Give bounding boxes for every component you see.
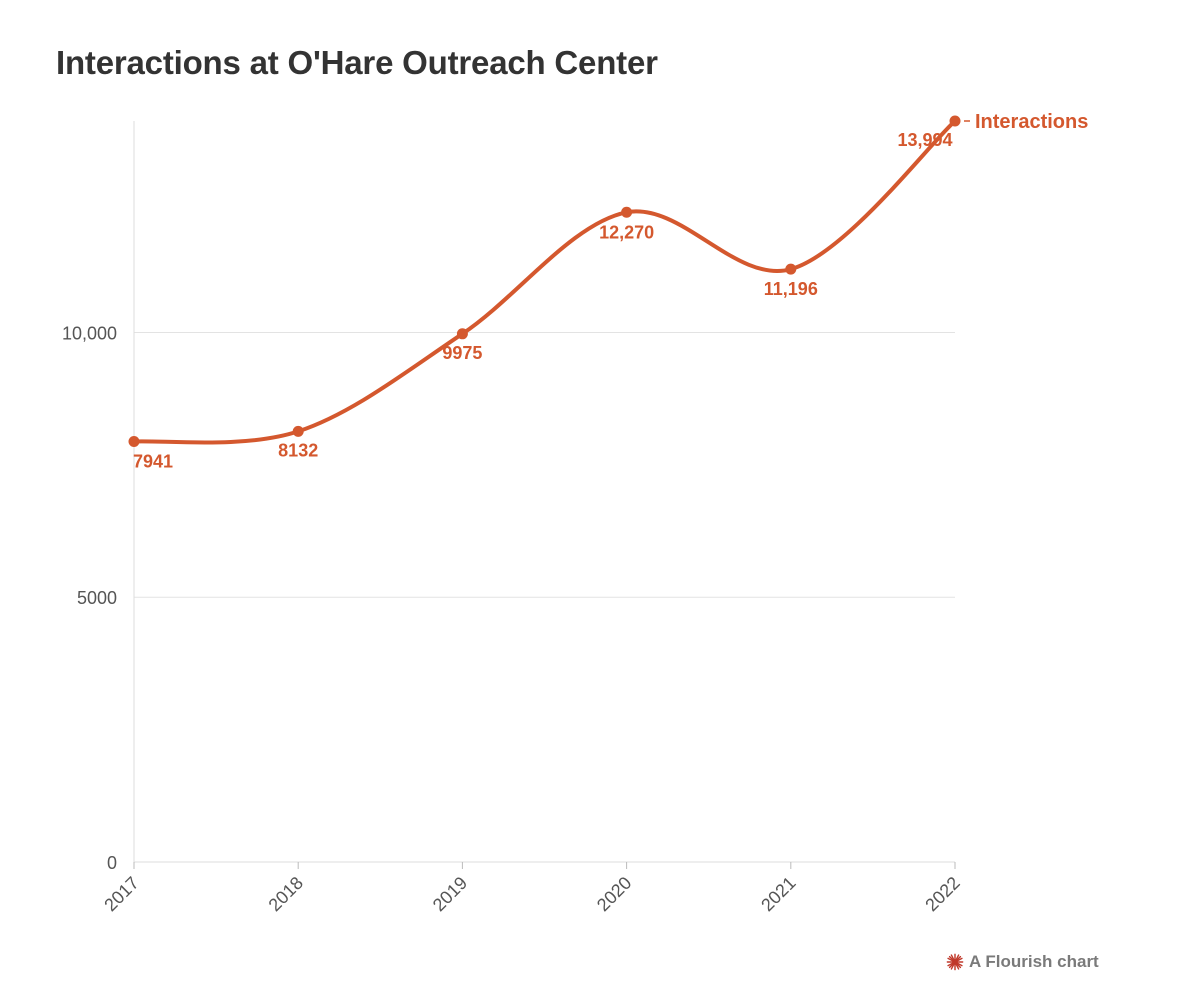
data-point — [128, 436, 140, 448]
data-labels: 7941 8132 9975 12,270 11,196 13,994 Interactio… — [133, 111, 1088, 472]
series-label-interactions: Interactions — [975, 111, 1088, 133]
data-point — [785, 263, 797, 275]
y-tick-label: 10,000 — [62, 323, 117, 343]
axes: 0 5000 10,000 2017 2018 2019 2020 2021 2022 — [62, 121, 964, 915]
series-line-interactions — [132, 119, 957, 445]
data-label: 13,994 — [897, 130, 952, 150]
x-tick-label: 2017 — [100, 873, 142, 915]
y-tick-label: 0 — [107, 853, 117, 873]
data-label: 11,196 — [764, 279, 818, 299]
chart-title: Interactions at O'Hare Outreach Center — [56, 44, 658, 81]
data-point — [949, 115, 961, 127]
x-tick-label: 2022 — [921, 873, 963, 915]
data-label: 7941 — [133, 452, 173, 472]
x-tick-label: 2018 — [265, 873, 307, 915]
flourish-logo-icon — [946, 953, 964, 971]
data-point — [292, 425, 304, 437]
x-tick-label: 2019 — [429, 873, 471, 915]
flourish-credit[interactable]: A Flourish chart — [946, 952, 1099, 972]
x-tick-label: 2020 — [593, 873, 635, 915]
y-tick-label: 5000 — [77, 588, 117, 608]
data-point — [621, 206, 633, 218]
data-label: 9975 — [442, 343, 482, 363]
data-label: 12,270 — [599, 222, 654, 242]
x-tick-label: 2021 — [757, 873, 799, 915]
series-interactions — [128, 115, 961, 448]
data-label: 8132 — [278, 440, 318, 460]
credit-text: A Flourish chart — [969, 952, 1099, 971]
grid-lines — [134, 331, 955, 598]
data-point — [456, 328, 468, 340]
